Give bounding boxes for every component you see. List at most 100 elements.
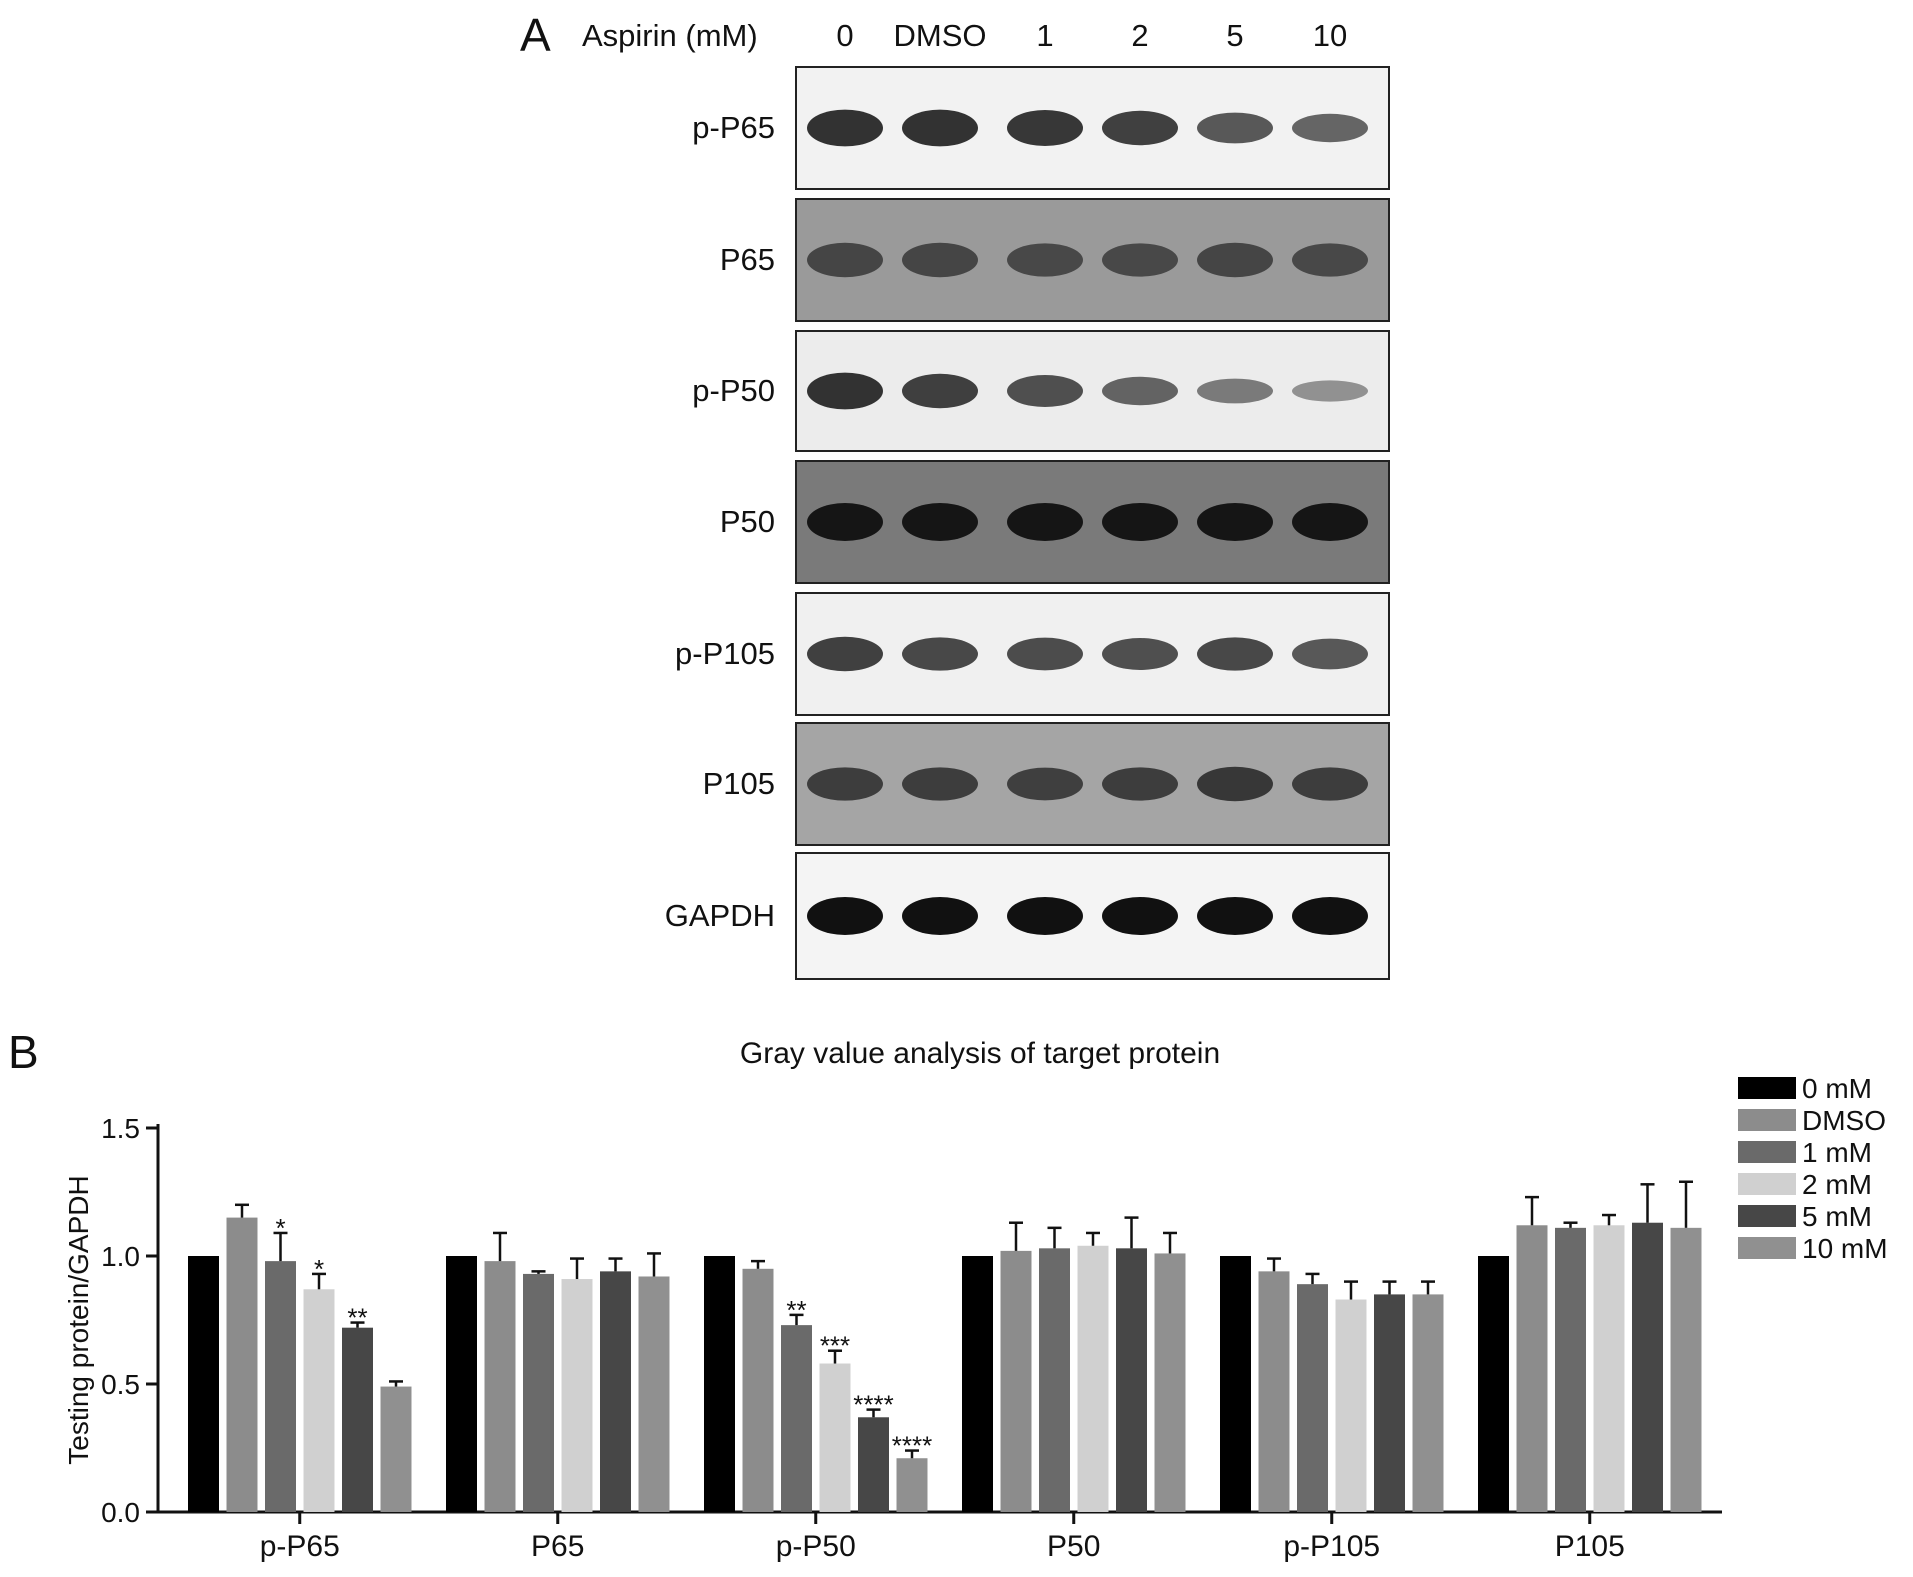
blot-band	[902, 242, 978, 278]
legend-swatch	[1738, 1141, 1796, 1163]
y-axis-label: Testing protein/GAPDH	[63, 1175, 94, 1464]
legend-swatch	[1738, 1237, 1796, 1259]
blot-row-label: p-P105	[675, 636, 775, 671]
bar	[858, 1417, 889, 1512]
bar	[1516, 1225, 1548, 1512]
bar	[188, 1256, 219, 1512]
bar	[1374, 1294, 1405, 1512]
blot-row-label: p-P50	[692, 373, 775, 408]
lane-label: 0	[836, 18, 854, 53]
bar	[561, 1279, 593, 1512]
bar	[342, 1327, 373, 1512]
lane-label: 10	[1312, 18, 1348, 53]
blot-band	[1007, 637, 1083, 671]
blot-band	[902, 503, 978, 541]
bar	[303, 1289, 335, 1512]
bar	[1478, 1256, 1509, 1512]
blot-band	[807, 767, 883, 801]
blot-band	[1007, 503, 1083, 541]
blot-band	[902, 897, 978, 935]
blot-band	[1102, 110, 1178, 146]
blot-band	[902, 373, 978, 409]
blot-band	[807, 636, 883, 672]
bar	[1335, 1299, 1367, 1512]
x-tick-label: p-P105	[1283, 1530, 1380, 1563]
blot-band	[1197, 897, 1273, 935]
bar	[1555, 1227, 1586, 1512]
bar	[1039, 1248, 1070, 1512]
significance-label: **	[347, 1303, 367, 1333]
blot-band	[807, 503, 883, 541]
bar	[523, 1273, 554, 1512]
blot-band	[1197, 242, 1273, 278]
blot-band	[1292, 897, 1368, 935]
significance-label: ****	[853, 1390, 893, 1420]
bar	[742, 1268, 774, 1512]
bar	[1593, 1225, 1625, 1512]
blot-band	[902, 767, 978, 801]
bar	[1258, 1271, 1290, 1512]
blot-band	[807, 242, 883, 278]
bar	[1412, 1294, 1444, 1512]
blot-strip	[795, 722, 1390, 846]
blot-band	[1007, 375, 1083, 407]
y-tick-label: 1.0	[101, 1241, 140, 1272]
legend-label: 0 mM	[1802, 1073, 1872, 1104]
blot-band	[1197, 503, 1273, 541]
blot-band	[1197, 637, 1273, 671]
lane-label: 1	[1036, 18, 1054, 53]
legend-swatch	[1738, 1077, 1796, 1099]
panel-a-letter: A	[520, 9, 551, 61]
x-tick-label: P105	[1555, 1530, 1625, 1563]
legend-label: 2 mM	[1802, 1169, 1872, 1200]
blot-band	[1292, 638, 1368, 670]
blot-band	[1197, 766, 1273, 802]
legend-swatch	[1738, 1173, 1796, 1195]
blot-row-label: P50	[719, 504, 775, 539]
blot-strip	[795, 460, 1390, 584]
bar	[1670, 1227, 1702, 1512]
blot-band	[1292, 503, 1368, 541]
blot-band	[1292, 243, 1368, 277]
blot-band	[807, 109, 883, 147]
legend-swatch	[1738, 1205, 1796, 1227]
panel-b-letter: B	[8, 1026, 39, 1078]
blot-band	[807, 372, 883, 410]
bar	[896, 1458, 928, 1512]
blot-band	[902, 637, 978, 671]
significance-label: ****	[892, 1431, 932, 1461]
legend-label: DMSO	[1802, 1105, 1886, 1136]
blot-band	[1007, 767, 1083, 801]
blot-strip	[795, 592, 1390, 716]
bar	[265, 1261, 296, 1512]
blot-band	[1102, 767, 1178, 801]
bar	[380, 1386, 412, 1512]
x-tick-label: P65	[531, 1530, 584, 1563]
blot-band	[807, 897, 883, 935]
blot-row-label: P65	[719, 242, 775, 277]
y-tick-label: 1.5	[101, 1113, 140, 1144]
bar	[600, 1271, 631, 1512]
blot-band	[1007, 243, 1083, 277]
blot-band	[1102, 503, 1178, 541]
bar	[962, 1256, 993, 1512]
bar	[226, 1217, 258, 1512]
lane-label: 5	[1226, 18, 1244, 53]
bar	[638, 1276, 670, 1512]
legend-label: 5 mM	[1802, 1201, 1872, 1232]
bar	[446, 1256, 477, 1512]
blot-row-label: p-P65	[692, 110, 775, 145]
legend-label: 10 mM	[1802, 1233, 1888, 1264]
legend-label: 1 mM	[1802, 1137, 1872, 1168]
chart-title: Gray value analysis of target protein	[740, 1037, 1220, 1070]
blot-band	[1102, 243, 1178, 277]
blot-strip	[795, 66, 1390, 190]
legend-swatch	[1738, 1109, 1796, 1131]
x-tick-label: P50	[1047, 1530, 1100, 1563]
lane-label: 2	[1131, 18, 1149, 53]
blot-band	[1102, 376, 1178, 406]
blot-strip	[795, 330, 1390, 452]
bar	[1632, 1222, 1663, 1512]
blot-band	[1292, 113, 1368, 143]
blot-band	[1292, 767, 1368, 801]
